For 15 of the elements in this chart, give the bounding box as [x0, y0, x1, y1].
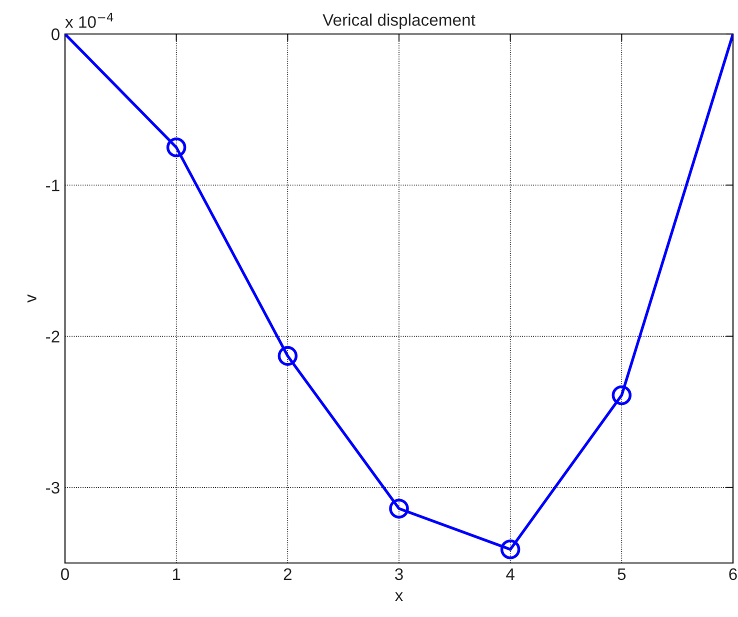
x-tick-label: 3 — [395, 568, 403, 580]
x-axis-title: x — [395, 592, 403, 602]
y-axis-title: v — [28, 294, 36, 303]
x-tick-label: 5 — [618, 568, 626, 580]
x-tick-label: 6 — [729, 568, 737, 580]
y-tick-label: -2 — [46, 330, 60, 342]
text: x 10$^{−4}$ — [65, 12, 114, 28]
x-tick-label: 1 — [172, 568, 180, 580]
chart-title: Verical displacement — [322, 14, 476, 30]
x-tick-label: 4 — [506, 568, 514, 580]
y-tick-label: 0 — [52, 28, 60, 40]
x-tick-label: 0 — [61, 568, 69, 580]
y-tick-label: -3 — [46, 482, 60, 494]
x-tick-label: 2 — [284, 568, 292, 580]
y-tick-label: -1 — [46, 180, 60, 192]
